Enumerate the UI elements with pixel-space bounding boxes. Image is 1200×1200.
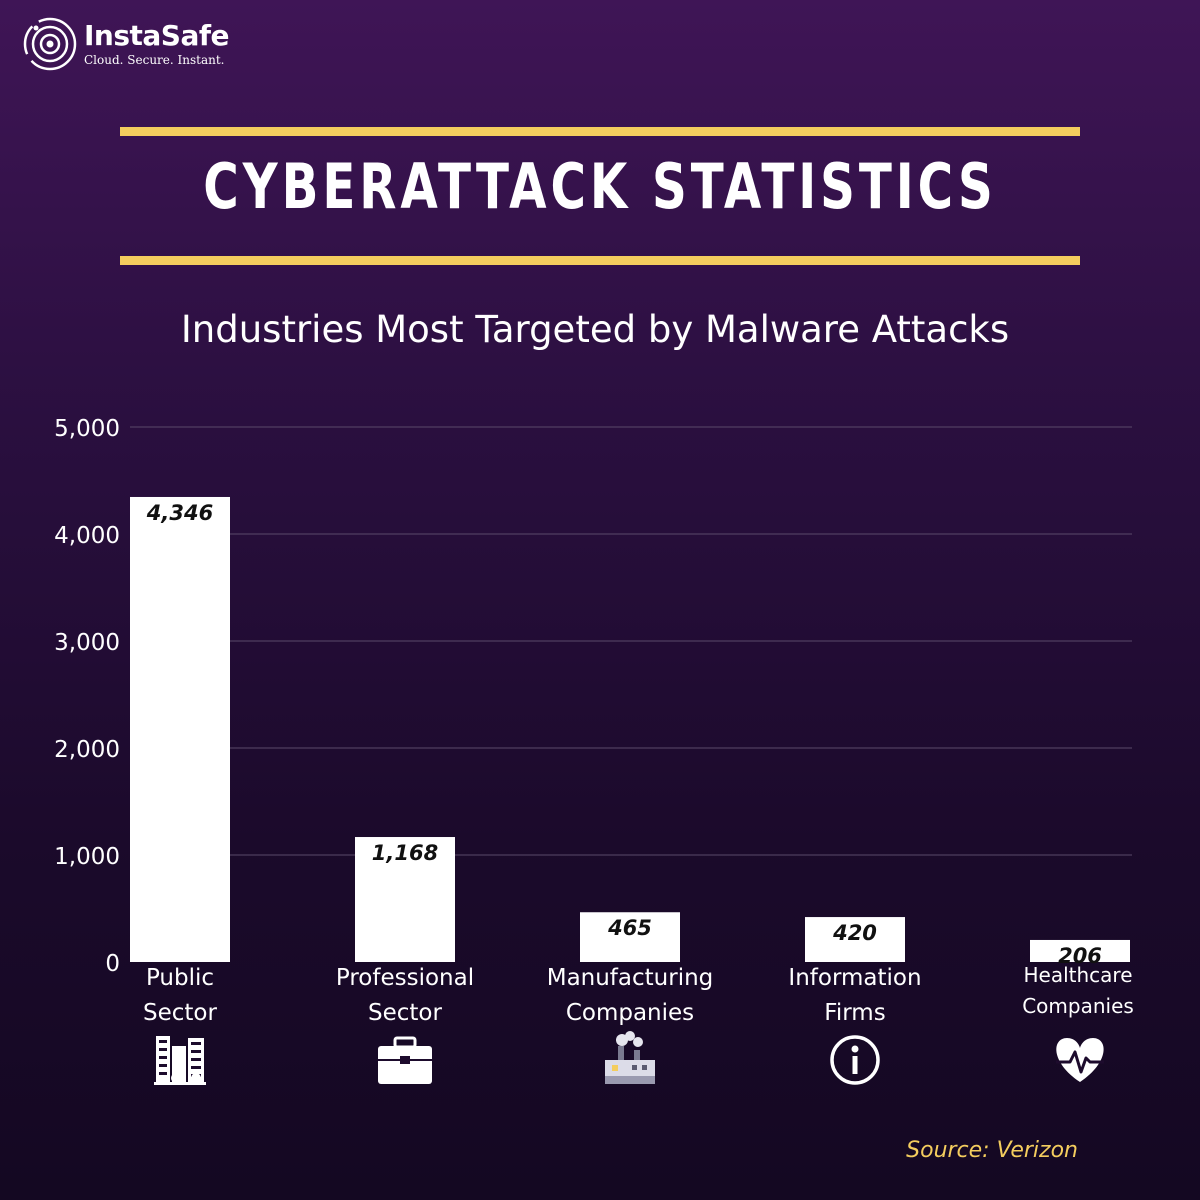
source-note: Source: Verizon	[906, 1138, 1078, 1163]
brand-tagline: Cloud. Secure. Instant.	[84, 53, 225, 67]
title-bottom-rule	[120, 256, 1080, 265]
x-tick-label: Sector	[143, 1000, 217, 1026]
data-label: 420	[832, 921, 877, 945]
y-tick-label: 0	[105, 951, 120, 977]
buildings-icon	[154, 1036, 206, 1085]
chart-title: Industries Most Targeted by Malware Atta…	[180, 308, 1010, 351]
x-tick-label: Manufacturing	[547, 965, 714, 991]
x-tick-label: Firms	[824, 1000, 885, 1026]
bar	[580, 912, 680, 962]
x-tick-label: Companies	[1022, 994, 1134, 1018]
brand-name: InstaSafe	[84, 19, 230, 52]
bar	[805, 917, 905, 962]
x-tick-label: Public	[146, 965, 214, 991]
logo-mark-icon	[23, 17, 77, 71]
info-icon	[830, 1035, 880, 1085]
x-tick-label: Healthcare	[1023, 963, 1132, 987]
heart-pulse-icon	[1056, 1038, 1104, 1082]
x-tick-label: Information	[788, 965, 921, 991]
data-label: 465	[607, 916, 652, 940]
y-tick-label: 2,000	[54, 737, 120, 763]
brand-logo: InstaSafe Cloud. Secure. Instant.	[22, 16, 230, 72]
bar	[130, 496, 230, 962]
title-top-rule	[120, 127, 1080, 136]
x-tick-label: Companies	[566, 1000, 694, 1026]
bar	[355, 837, 455, 962]
y-tick-label: 5,000	[54, 416, 120, 442]
data-label: 1,168	[372, 841, 438, 865]
y-tick-label: 3,000	[54, 630, 120, 656]
x-tick-label: Sector	[368, 1000, 442, 1026]
factory-icon	[605, 1031, 655, 1084]
y-tick-label: 4,000	[54, 523, 120, 549]
page-title: CYBERATTACK STATISTICS	[203, 150, 997, 223]
data-label: 4,346	[146, 501, 213, 525]
data-label: 206	[1058, 944, 1102, 968]
bar	[1030, 939, 1130, 962]
x-tick-label: Professional	[336, 965, 474, 991]
y-tick-label: 1,000	[54, 844, 120, 870]
briefcase-icon	[378, 1036, 432, 1084]
